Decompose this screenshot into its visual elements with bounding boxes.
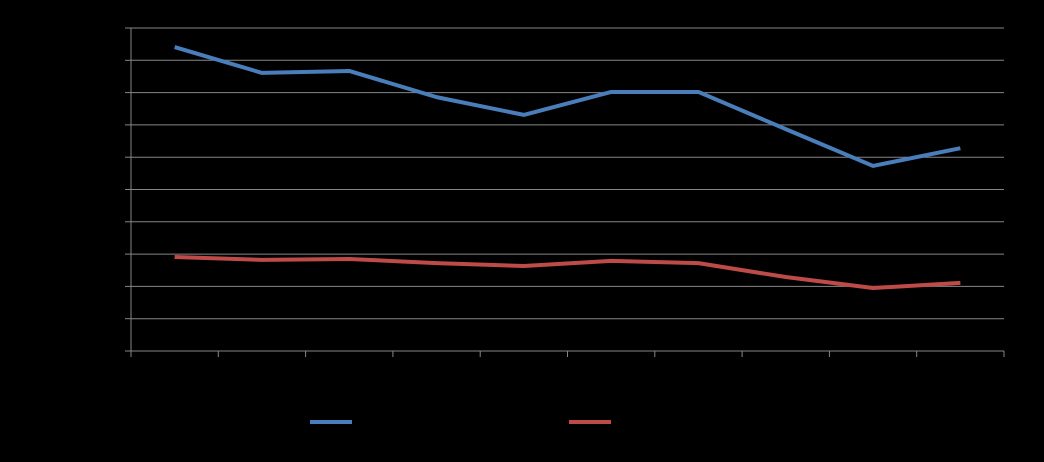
series-line [174,255,961,291]
series-line [174,45,961,168]
